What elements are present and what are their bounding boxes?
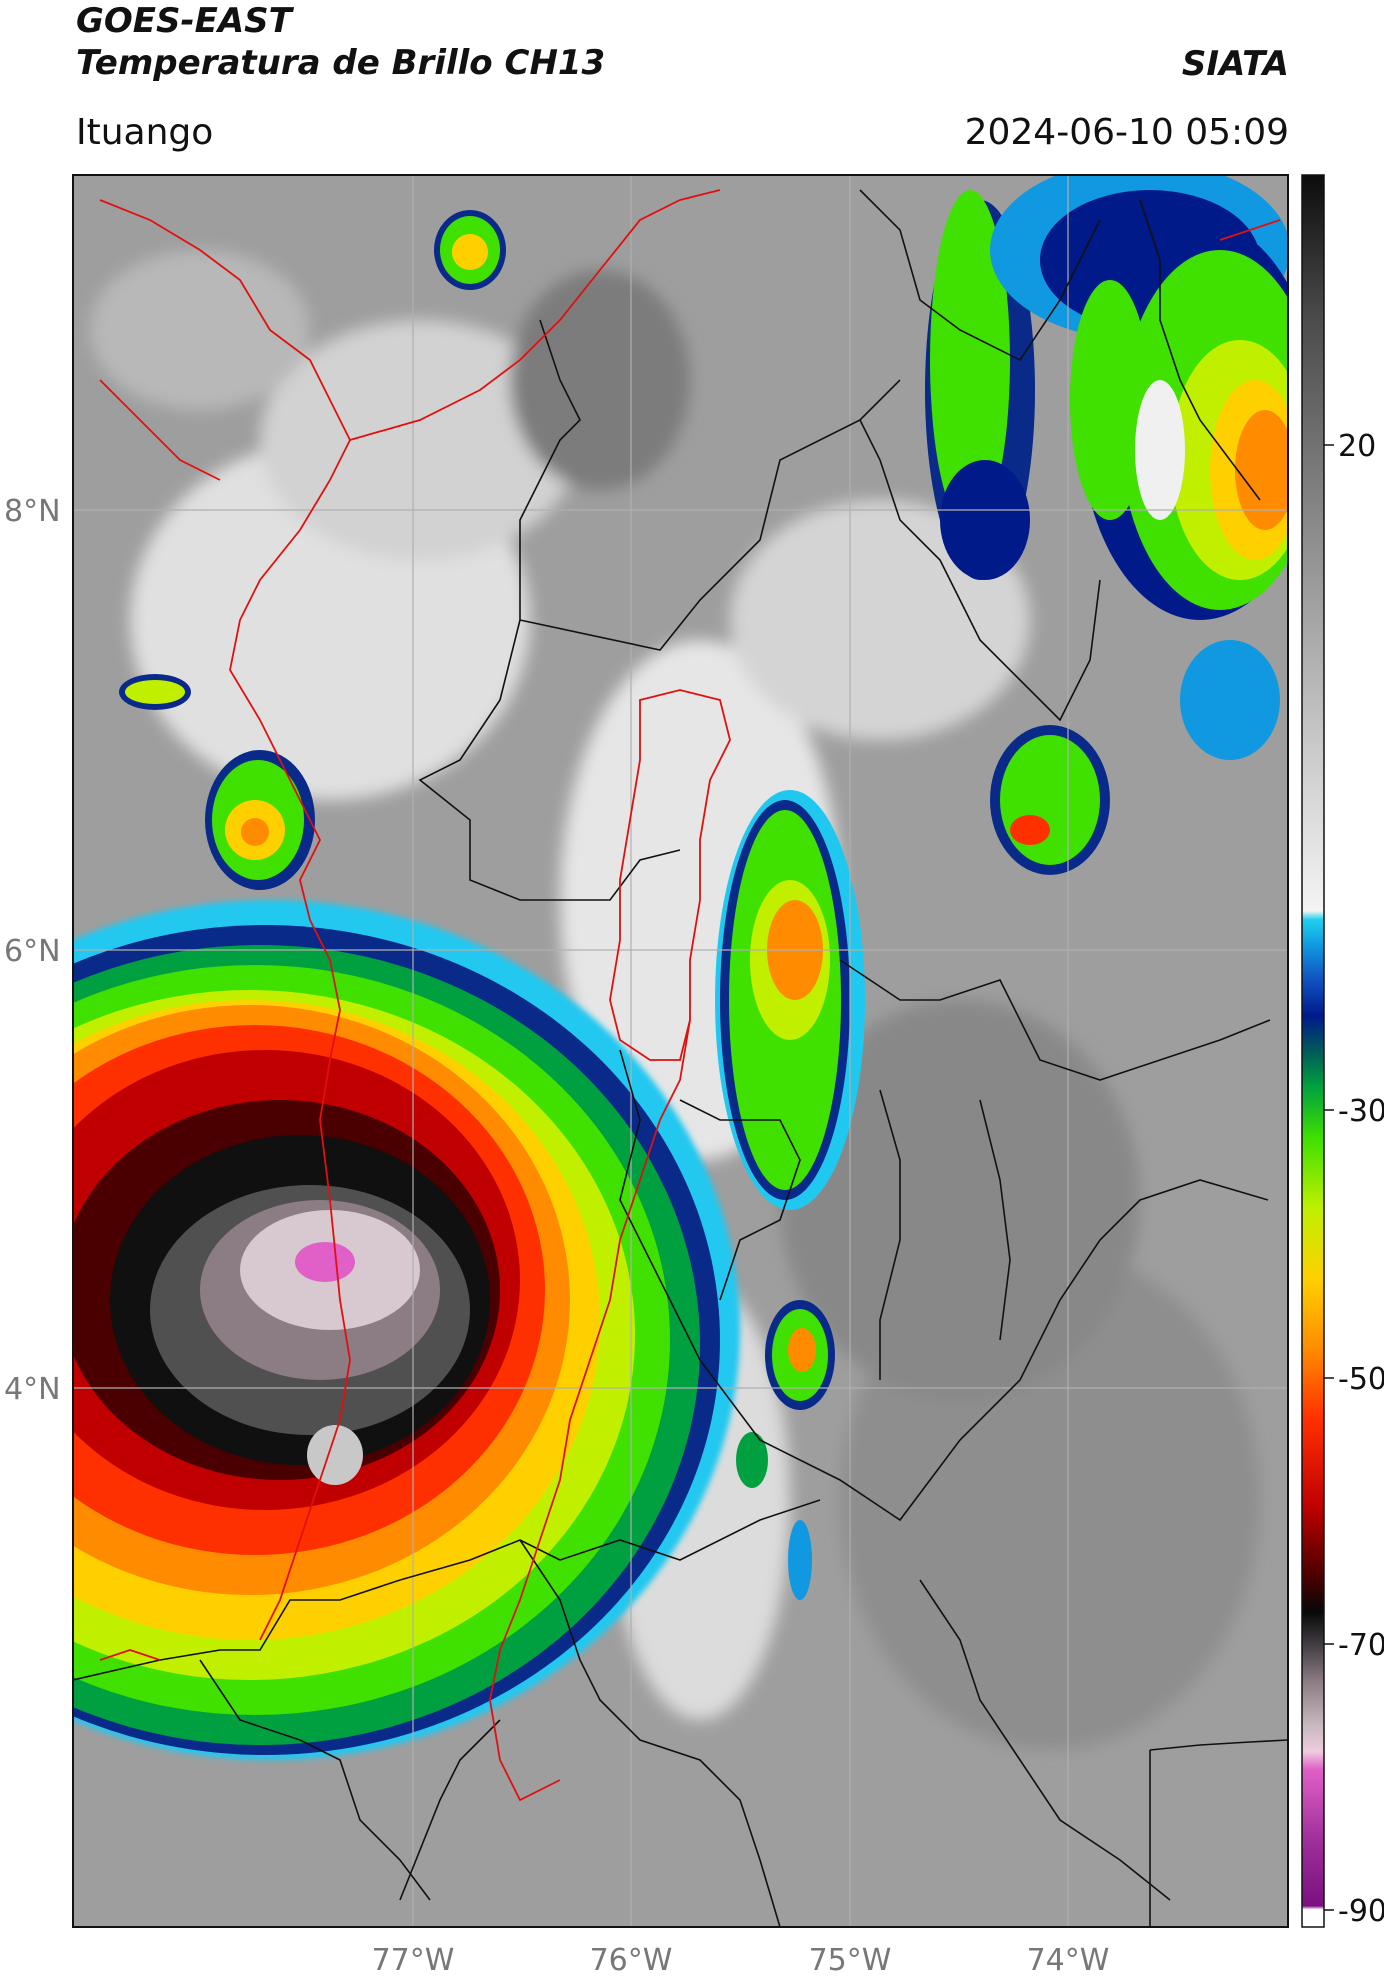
admin-border-line <box>559 1499 821 1561</box>
admin-border-line <box>859 189 1101 362</box>
colorbar-tick-neg70: -70 <box>1338 1628 1384 1663</box>
colorbar-tick-20: 20 <box>1338 429 1376 464</box>
lon-label-76w: 76°W <box>590 1943 673 1978</box>
admin-border-line <box>399 1719 501 1901</box>
lon-label-74w: 74°W <box>1027 1943 1110 1978</box>
admin-border-line <box>619 1049 1269 1522</box>
coastline-border <box>99 1649 161 1661</box>
colorbar-tick-neg50: -50 <box>1338 1362 1384 1397</box>
red-borders <box>99 189 1281 1802</box>
map-panel <box>73 175 1288 1927</box>
colorbar-ramp <box>1301 174 1325 1928</box>
admin-border-line <box>519 319 901 651</box>
graticule <box>73 175 1288 1927</box>
admin-border-line <box>679 1099 801 1301</box>
convective-system <box>73 900 740 1760</box>
datetime-label: 2024-06-10 05:09 <box>964 112 1289 153</box>
admin-border-line <box>919 1579 1171 1901</box>
lon-label-77w: 77°W <box>372 1943 455 1978</box>
admin-border-line <box>1149 1739 1288 1751</box>
title-block: GOES-EAST Temperatura de Brillo CH13 <box>76 0 605 84</box>
lon-label-75w: 75°W <box>809 1943 892 1978</box>
lat-label-4n: 4°N <box>4 1372 61 1407</box>
satellite-title: GOES-EAST <box>76 1 292 41</box>
admin-border-line <box>979 1099 1011 1341</box>
dept-border <box>609 689 731 1061</box>
cell-central-east <box>715 790 865 1210</box>
lat-label-8n: 8°N <box>4 494 61 529</box>
coastline-border <box>349 189 721 441</box>
coastline-border <box>99 379 221 481</box>
colorbar-tick-neg30: -30 <box>1338 1094 1384 1129</box>
admin-border-line <box>519 1539 781 1927</box>
colorbar-tick-neg90: -90 <box>1338 1894 1384 1929</box>
admin-border-line <box>879 1089 901 1380</box>
coastline-border <box>99 199 352 1641</box>
colorbar: 20 -30 -50 -70 -90 <box>1301 174 1384 1929</box>
admin-border-line <box>1139 199 1261 501</box>
admin-border-line <box>839 959 1271 1081</box>
coastline-border <box>1219 219 1281 241</box>
lat-label-6n: 6°N <box>4 934 61 969</box>
cell-northeast-1 <box>925 190 1035 580</box>
cell-west <box>119 674 191 710</box>
product-title: Temperatura de Brillo CH13 <box>76 43 606 83</box>
map-frame <box>72 174 1289 1928</box>
cell-east <box>990 725 1110 875</box>
admin-border-line <box>418 619 681 901</box>
admin-border-line <box>859 419 1101 722</box>
admin-borders <box>73 189 1288 1927</box>
cell-west-2 <box>205 750 315 890</box>
storm-cells <box>119 175 1288 1600</box>
admin-border-line <box>199 1659 431 1901</box>
location-label: Ituango <box>76 112 214 153</box>
cell-north-center <box>434 210 506 290</box>
cell-south-central <box>736 1300 835 1600</box>
admin-border-line <box>73 1539 561 1681</box>
brand-label: SIATA <box>1181 44 1289 84</box>
dept-border <box>489 1019 691 1802</box>
